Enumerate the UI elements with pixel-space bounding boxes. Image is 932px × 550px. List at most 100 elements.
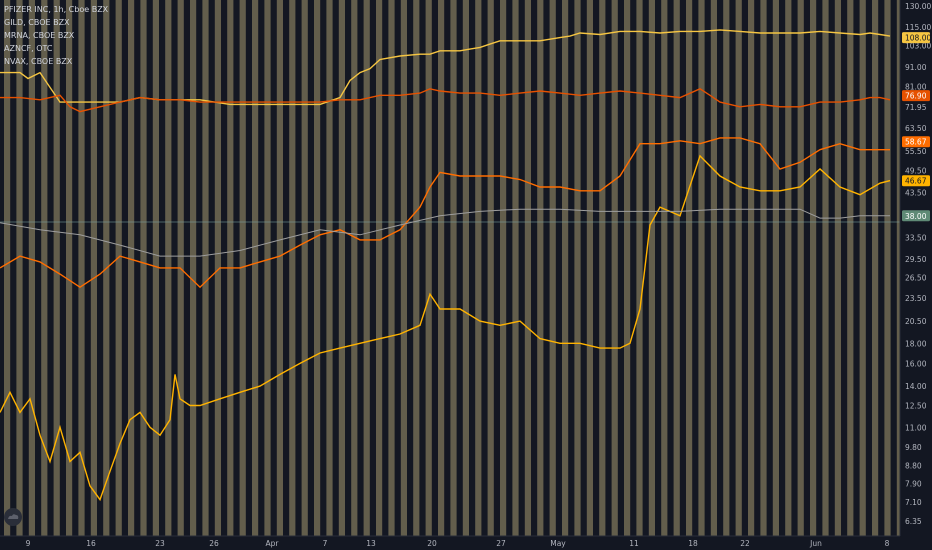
last-price-label: 46.67 — [902, 175, 930, 187]
y-tick-label: 103.00 — [905, 42, 931, 51]
session-band — [636, 0, 643, 536]
x-tick-label: 22 — [740, 539, 750, 548]
session-band — [822, 0, 829, 536]
session-band — [785, 0, 792, 536]
x-tick-label: 27 — [496, 539, 506, 548]
session-band — [28, 0, 35, 536]
session-band — [772, 0, 779, 536]
last-price-label: 58.67 — [902, 136, 930, 148]
x-tick-label: 9 — [26, 539, 31, 548]
session-band — [810, 0, 817, 536]
session-band — [388, 0, 395, 536]
session-band — [363, 0, 370, 536]
y-tick-label: 130.00 — [905, 2, 931, 11]
last-price-badge — [902, 32, 930, 44]
session-band — [512, 0, 519, 536]
session-band — [252, 0, 259, 536]
session-band — [289, 0, 296, 536]
last-price-badge — [902, 136, 930, 148]
x-tick-label: 11 — [629, 539, 639, 548]
session-band — [710, 0, 717, 536]
session-band — [438, 0, 445, 536]
legend-entry-pfizer[interactable]: PFIZER INC, 1h, Cboe BZX — [4, 5, 109, 14]
last-price-label: 38.00 — [902, 210, 930, 222]
session-band — [859, 0, 866, 536]
session-band — [586, 0, 593, 536]
session-band — [190, 0, 197, 536]
y-tick-label: 26.50 — [905, 273, 927, 282]
session-band — [748, 0, 755, 536]
y-tick-label: 43.50 — [905, 189, 927, 198]
series-line-2 — [0, 137, 890, 289]
y-tick-label: 81.00 — [905, 83, 927, 92]
session-band — [4, 0, 11, 536]
session-band — [115, 0, 122, 536]
x-tick-label: 26 — [209, 539, 219, 548]
session-band — [487, 0, 494, 536]
session-band — [400, 0, 407, 536]
session-band — [723, 0, 730, 536]
session-band — [847, 0, 854, 536]
session-band — [562, 0, 569, 536]
y-tick-label: 71.95 — [905, 103, 927, 112]
session-band — [16, 0, 23, 536]
session-band — [152, 0, 159, 536]
y-tick-label: 20.50 — [905, 317, 927, 326]
y-tick-label: 29.50 — [905, 255, 927, 264]
session-band — [53, 0, 60, 536]
legend-entry-nvax[interactable]: NVAX, CBOE BZX — [4, 57, 73, 66]
session-band — [834, 0, 841, 536]
x-tick-label: Jun — [809, 539, 822, 548]
x-tick-label: May — [550, 539, 566, 548]
series-line-4 — [0, 208, 890, 257]
session-band — [214, 0, 221, 536]
session-band — [673, 0, 680, 536]
session-band — [648, 0, 655, 536]
session-band — [735, 0, 742, 536]
session-band — [41, 0, 48, 536]
session-band — [884, 0, 891, 536]
x-tick-label: 23 — [155, 539, 165, 548]
last-price-label: 76.90 — [902, 90, 930, 102]
y-tick-label: 9.80 — [905, 443, 922, 452]
y-tick-label: 115.00 — [905, 23, 931, 32]
session-band — [338, 0, 345, 536]
last-price-badge — [902, 175, 930, 187]
session-band — [611, 0, 618, 536]
session-band — [376, 0, 383, 536]
y-tick-label: 12.50 — [905, 402, 927, 411]
legend: PFIZER INC, 1h, Cboe BZX GILD, CBOE BZX … — [4, 3, 108, 68]
y-tick-label: 33.50 — [905, 233, 927, 242]
last-price-value: 58.67 — [905, 138, 927, 147]
legend-entry-azncf[interactable]: AZNCF, OTC — [4, 44, 53, 53]
x-tick-label: 20 — [427, 539, 437, 548]
legend-entry-gild[interactable]: GILD, CBOE BZX — [4, 18, 70, 27]
session-band — [500, 0, 507, 536]
last-price-badge — [902, 210, 930, 222]
last-price-labels: 108.00 76.90 58.67 46.67 38.00 — [902, 32, 931, 222]
session-band — [264, 0, 271, 536]
session-band — [475, 0, 482, 536]
session-band — [140, 0, 147, 536]
session-band — [574, 0, 581, 536]
session-band — [239, 0, 246, 536]
tradingview-logo-icon[interactable] — [4, 508, 22, 526]
time-axis[interactable] — [0, 536, 932, 550]
last-price-value: 108.00 — [905, 34, 931, 43]
last-price-value: 76.90 — [905, 92, 927, 101]
session-band — [797, 0, 804, 536]
y-tick-label: 7.90 — [905, 480, 922, 489]
y-tick-label: 18.00 — [905, 339, 927, 348]
x-tick-label: 18 — [688, 539, 698, 548]
session-band — [549, 0, 556, 536]
legend-entry-mrna[interactable]: MRNA, CBOE BZX — [4, 31, 75, 40]
x-tick-label: Apr — [266, 539, 280, 548]
session-band — [760, 0, 767, 536]
session-band — [301, 0, 308, 536]
last-price-badge — [902, 90, 930, 102]
session-band — [524, 0, 531, 536]
session-band — [425, 0, 432, 536]
y-tick-label: 7.10 — [905, 498, 922, 507]
session-band — [624, 0, 631, 536]
